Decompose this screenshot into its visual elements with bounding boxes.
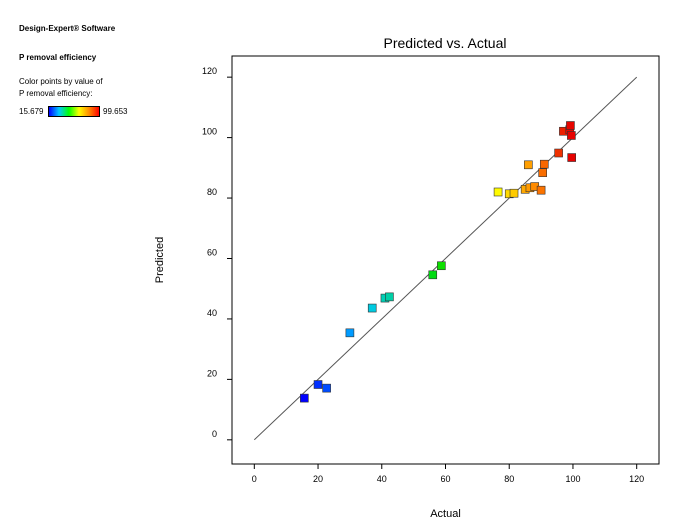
color-scale: 15.679 99.653: [19, 106, 219, 118]
data-point: [493, 187, 503, 197]
y-tick-label: 100: [202, 127, 217, 137]
reference-line: [253, 76, 638, 441]
x-tick-label: 80: [504, 474, 514, 484]
data-point: [367, 303, 377, 313]
y-tick-label: 120: [202, 66, 217, 76]
data-point: [385, 292, 394, 302]
y-tick-label: 60: [207, 247, 217, 257]
color-note: Color points by value of P removal effic…: [19, 76, 179, 100]
x-tick-label: 60: [440, 474, 450, 484]
y-tick-label: 80: [207, 187, 217, 197]
x-axis-label: Actual: [430, 508, 461, 520]
x-tick-label: 0: [252, 474, 257, 484]
x-tick-label: 40: [377, 474, 387, 484]
data-point: [300, 393, 309, 403]
color-note-line1: Color points by value of: [19, 77, 103, 86]
color-note-line2: P removal efficiency:: [19, 89, 93, 98]
chart-title: Predicted vs. Actual: [384, 35, 507, 51]
y-tick-label: 20: [207, 368, 217, 378]
color-gradient-bar: [48, 106, 100, 117]
y-tick-label: 40: [207, 308, 217, 318]
data-point: [509, 188, 519, 198]
data-point: [313, 380, 323, 389]
color-scale-min: 15.679: [19, 107, 44, 116]
axis-ticks: 0 20 40 60 80 100 120 0 20 40 60 80 100 120: [202, 66, 644, 484]
x-tick-label: 20: [313, 474, 323, 484]
data-point: [428, 270, 438, 280]
data-point: [524, 160, 533, 170]
data-point: [437, 261, 446, 271]
y-axis-label: Predicted: [154, 237, 166, 283]
data-points: [300, 121, 576, 403]
legend-panel: Design-Expert® Software P removal effici…: [19, 24, 179, 100]
data-point: [539, 159, 549, 169]
data-point: [566, 121, 575, 130]
data-point: [554, 148, 563, 158]
x-tick-label: 120: [629, 474, 644, 484]
data-point: [538, 168, 547, 177]
data-point: [567, 131, 576, 140]
data-point: [536, 185, 546, 195]
x-tick-label: 100: [565, 474, 580, 484]
color-scale-max: 99.653: [103, 107, 128, 116]
y-tick-label: 0: [212, 429, 217, 439]
software-name: Design-Expert® Software: [19, 24, 116, 33]
data-point: [345, 328, 355, 338]
response-name: P removal efficiency: [19, 53, 97, 62]
data-point: [567, 153, 576, 162]
data-point: [322, 383, 331, 393]
